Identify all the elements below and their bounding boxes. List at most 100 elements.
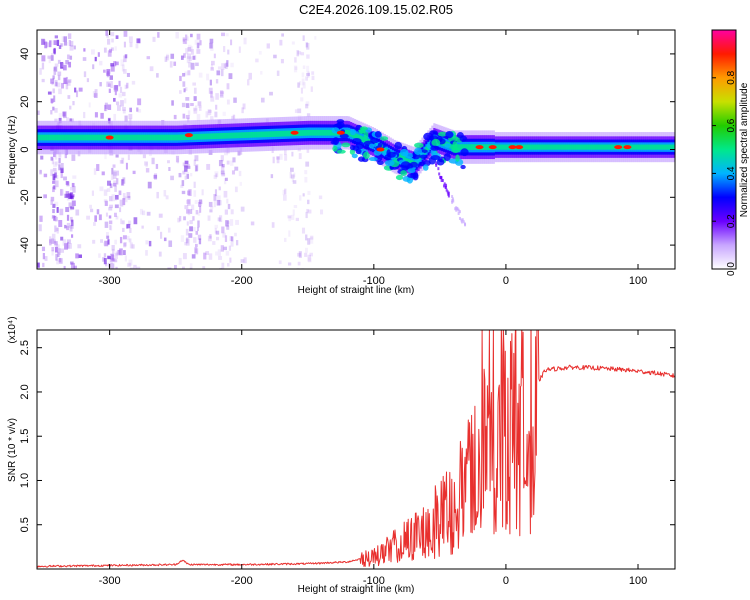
noise-cell [114, 46, 117, 51]
ridge-cell [225, 132, 228, 139]
noise-cell [154, 173, 158, 180]
noise-cell [69, 45, 74, 51]
noise-cell [297, 108, 302, 114]
noise-cell [50, 98, 53, 104]
ridge-cell [130, 134, 133, 141]
noise-cell [122, 227, 125, 232]
noise-cell [43, 173, 48, 178]
ridge-cell [300, 130, 303, 136]
noise-cell [213, 174, 217, 180]
noise-cell [187, 209, 191, 216]
noise-cell [136, 38, 141, 44]
noise-cell [123, 241, 127, 247]
spectrogram-x-label: Height of straight line (km) [298, 285, 415, 296]
noise-cell [57, 248, 61, 256]
noise-cell [54, 201, 59, 206]
noise-cell [54, 107, 58, 113]
noise-cell [56, 206, 59, 213]
noise-cell [186, 36, 189, 41]
noise-cell [221, 63, 225, 70]
snr-x-ticks: -300 -200 -100 0 100 [99, 330, 647, 587]
noise-cell [78, 254, 82, 258]
noise-cell [209, 42, 213, 49]
noise-cell [235, 240, 239, 246]
noise-cell [68, 40, 72, 46]
noise-cell [148, 240, 152, 247]
noise-cell [109, 183, 113, 189]
noise-cell [305, 211, 308, 219]
spectrogram-x-tick-label: 0 [503, 275, 509, 287]
ridge-cell [197, 133, 200, 140]
noise-cell [194, 155, 199, 162]
ridge-cell [74, 134, 77, 141]
noise-cell [158, 251, 162, 257]
noise-cell [192, 268, 196, 269]
ridge-cell [659, 144, 662, 150]
snr-x-label: Height of straight line (km) [298, 584, 415, 595]
noise-cell [123, 242, 127, 248]
noise-cell [194, 200, 198, 204]
ridge-cell [462, 144, 466, 150]
noise-cell [60, 163, 64, 169]
noise-cell [52, 88, 55, 94]
noise-cell [220, 170, 225, 175]
noise-cell [223, 190, 228, 198]
noise-cell [54, 180, 59, 188]
noise-cell [280, 58, 284, 64]
noise-cell [109, 48, 112, 53]
noise-cell [198, 199, 202, 207]
noise-cell [189, 226, 193, 232]
noise-cell [52, 75, 55, 80]
noise-cell [74, 87, 77, 93]
noise-cell [91, 190, 94, 196]
ridge-blob [384, 159, 395, 167]
snr-y-tick-label: 2.0 [19, 384, 31, 399]
noise-cell [60, 188, 63, 196]
ridge-cell [459, 144, 462, 150]
ridge-cell [330, 129, 333, 136]
noise-cell [298, 153, 302, 160]
noise-cell [71, 234, 74, 238]
noise-cell [214, 111, 218, 118]
ridge-cell [205, 133, 208, 140]
noise-cell [60, 43, 63, 47]
noise-cell [193, 190, 197, 197]
noise-cell [53, 66, 58, 72]
snr-y-tick-label: 2.5 [19, 340, 31, 355]
noise-cell [301, 227, 306, 234]
noise-cell [168, 167, 171, 171]
ridge-blob [332, 137, 340, 145]
noise-cell [223, 63, 226, 69]
noise-cell [59, 43, 64, 47]
ridge-blob [443, 153, 451, 162]
ridge-cell [46, 134, 50, 141]
noise-cell [151, 157, 155, 165]
ridge-cell [52, 134, 56, 141]
noise-cell [163, 190, 167, 197]
noise-cell [185, 115, 190, 119]
noise-cell [207, 235, 212, 242]
noise-cell [156, 73, 159, 78]
noise-cell [188, 189, 192, 197]
noise-cell [225, 220, 229, 227]
spectrogram-x-tick-label: -100 [363, 275, 385, 287]
noise-cell [49, 40, 52, 48]
noise-cell [293, 65, 298, 73]
noise-cell [60, 167, 64, 173]
snr-y-tick-label: 1.5 [19, 429, 31, 444]
ridge-cell [161, 134, 165, 141]
noise-cell [184, 40, 188, 45]
noise-cell [61, 63, 65, 67]
ridge-cell [114, 134, 117, 141]
noise-cell [224, 149, 229, 156]
noise-cell [41, 246, 46, 252]
noise-cell [83, 111, 86, 119]
noise-cell [103, 189, 108, 196]
noise-cell [128, 220, 132, 225]
tail-cell [457, 211, 460, 215]
ridge-cell [241, 132, 244, 139]
noise-cell [100, 112, 104, 119]
noise-cell [75, 90, 79, 98]
ridge-cell [90, 134, 93, 141]
